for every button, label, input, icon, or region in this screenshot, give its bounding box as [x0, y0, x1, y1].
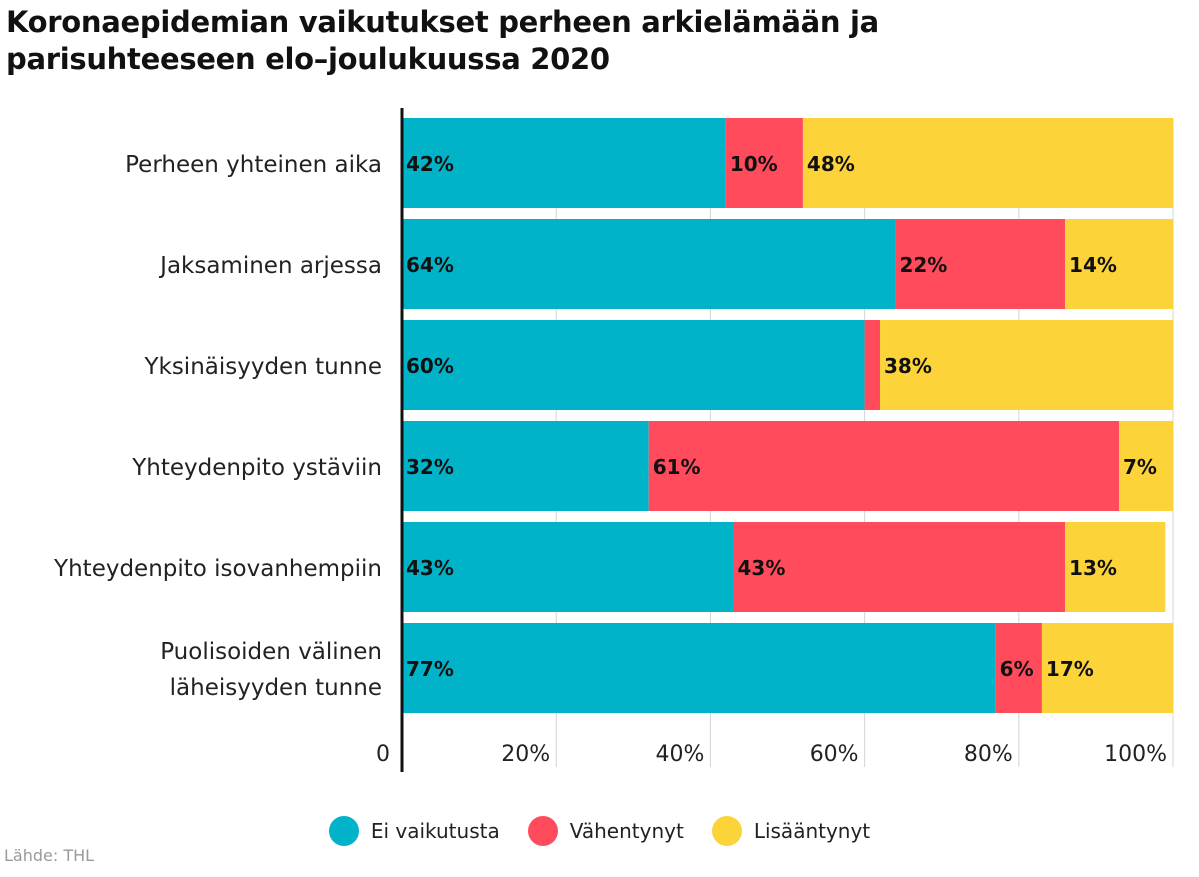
data-label: 64%: [406, 253, 454, 277]
data-label: 61%: [653, 455, 701, 479]
data-label: 32%: [406, 455, 454, 479]
bar-segment-ei-vaikutusta: [402, 219, 896, 309]
category-label: Jaksaminen arjessa: [158, 253, 382, 279]
source-note: Lähde: THL: [4, 846, 95, 865]
bar-segment-vahentynyt: [895, 219, 1066, 309]
legend-item-ei-vaikutusta: Ei vaikutusta: [328, 816, 500, 846]
category-label: Yhteydenpito isovanhempiin: [53, 556, 382, 582]
legend-label-lisaantynyt: Lisääntynyt: [753, 819, 871, 843]
bar-segment-ei-vaikutusta: [402, 421, 649, 511]
legend-swatch-vahentynyt: [527, 816, 558, 846]
bar-segment-vahentynyt: [995, 623, 1042, 713]
bar-segment-lisaantynyt: [1065, 219, 1173, 309]
stacked-bar-chart: 42% 10% 48% Perheen yhteinen aika 64% 22% 14% J…: [53, 108, 1174, 772]
bar-segment-lisaantynyt: [802, 118, 1173, 208]
data-label: 14%: [1069, 253, 1117, 277]
x-tick-label: 80%: [964, 742, 1013, 767]
bar-segment-vahentynyt: [733, 522, 1066, 612]
data-label: 43%: [406, 556, 454, 580]
data-label: 77%: [406, 657, 454, 681]
legend-swatch-lisaantynyt: [711, 816, 742, 846]
legend-label-vahentynyt: Vähentynyt: [569, 819, 684, 843]
data-label: 48%: [807, 152, 855, 176]
x-tick-label: 0: [376, 742, 390, 767]
category-label: Perheen yhteinen aika: [125, 152, 382, 178]
bar-segment-ei-vaikutusta: [402, 623, 996, 713]
data-label: 60%: [406, 354, 454, 378]
data-label: 6%: [1000, 657, 1034, 681]
category-label: Yksinäisyyden tunne: [143, 354, 382, 380]
category-label: Puolisoiden välinen: [160, 639, 382, 665]
data-label: 43%: [738, 556, 786, 580]
bar-segment-lisaantynyt: [1119, 421, 1173, 511]
data-label: 17%: [1046, 657, 1094, 681]
legend: Ei vaikutusta Vähentynyt Lisääntynyt: [0, 816, 1199, 846]
category-label: Yhteydenpito ystäviin: [131, 455, 382, 481]
data-label: 22%: [899, 253, 947, 277]
data-label: 42%: [406, 152, 454, 176]
x-tick-label: 40%: [655, 742, 704, 767]
bar-segment-lisaantynyt: [1041, 623, 1173, 713]
data-label: 38%: [884, 354, 932, 378]
bar-segment-lisaantynyt: [880, 320, 1173, 410]
bar-segment-ei-vaikutusta: [402, 320, 865, 410]
bar-segment-ei-vaikutusta: [402, 118, 726, 208]
data-label: 10%: [730, 152, 778, 176]
chart-title-line-1: Koronaepidemian vaikutukset perheen arki…: [6, 5, 879, 39]
bar-segment-vahentynyt: [864, 320, 881, 410]
legend-swatch-ei-vaikutusta: [328, 816, 359, 846]
data-label: 7%: [1123, 455, 1157, 479]
category-label: läheisyyden tunne: [170, 675, 382, 701]
chart-title: Koronaepidemian vaikutukset perheen arki…: [6, 4, 879, 78]
x-tick-label: 20%: [501, 742, 550, 767]
chart-title-line-2: parisuhteeseen elo–joulukuussa 2020: [6, 42, 610, 76]
data-label: 13%: [1069, 556, 1117, 580]
bar-segment-lisaantynyt: [1065, 522, 1166, 612]
legend-label-ei-vaikutusta: Ei vaikutusta: [370, 819, 500, 843]
bar-segment-vahentynyt: [648, 421, 1120, 511]
x-tick-label: 100%: [1104, 742, 1167, 767]
bar-segment-ei-vaikutusta: [402, 522, 734, 612]
legend-item-vahentynyt: Vähentynyt: [527, 816, 684, 846]
bar-segment-vahentynyt: [725, 118, 803, 208]
x-tick-label: 60%: [810, 742, 859, 767]
legend-item-lisaantynyt: Lisääntynyt: [711, 816, 871, 846]
